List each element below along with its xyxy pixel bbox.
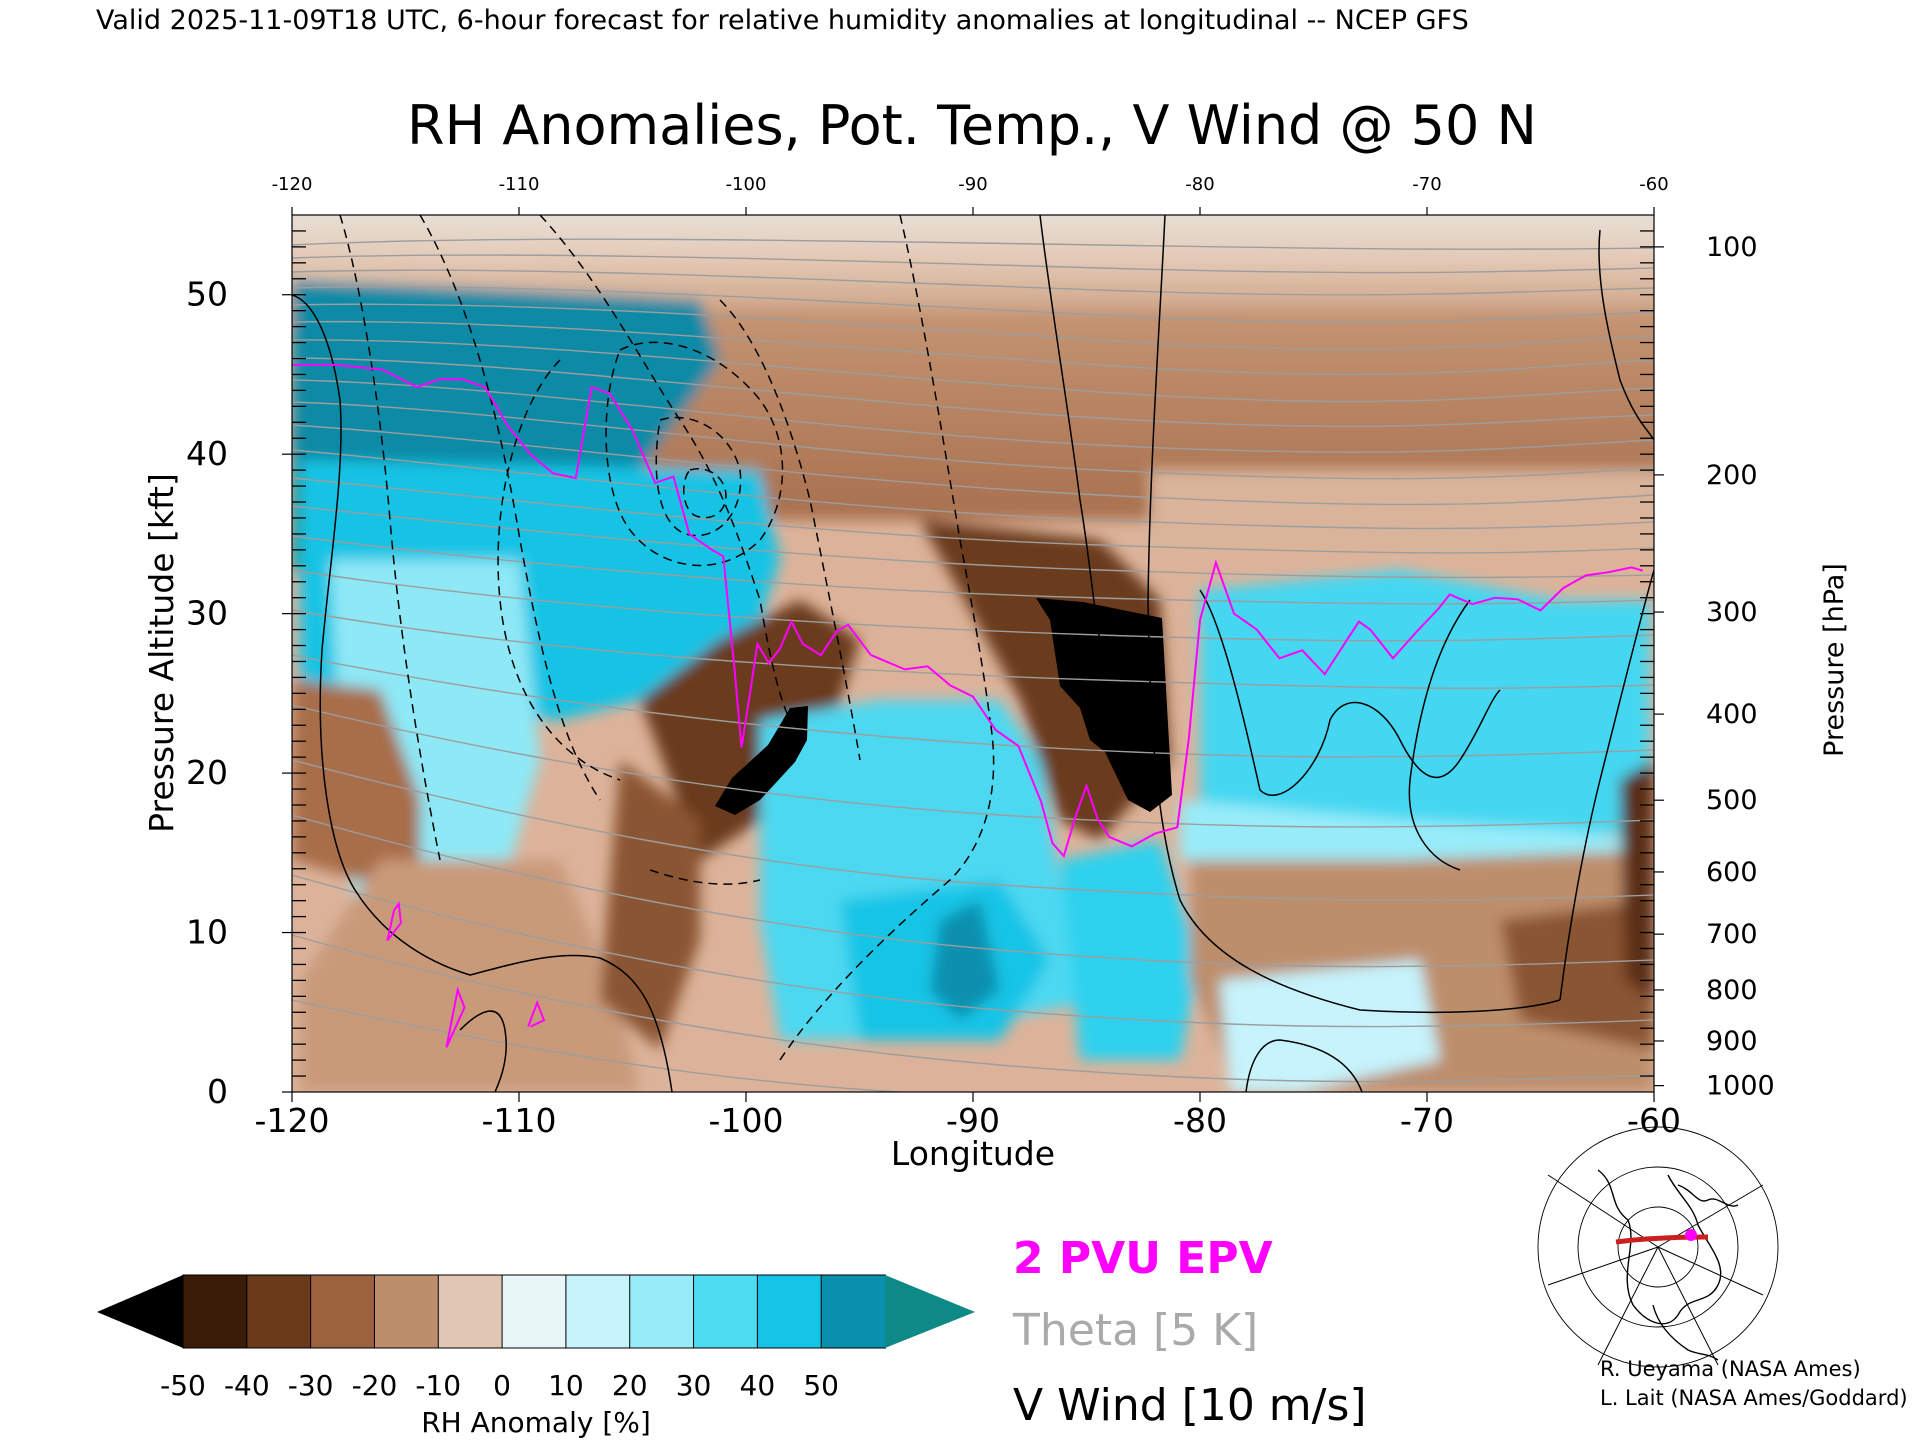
valid-time-header: Valid 2025-11-09T18 UTC, 6-hour forecast…: [96, 5, 1469, 36]
colorbar-tick-label: 0: [493, 1369, 511, 1402]
inset-locator-map: [1537, 1126, 1779, 1368]
x-top-tick-label: -100: [726, 174, 767, 195]
pressure-tick-label: 500: [1706, 785, 1758, 816]
x-top-tick-label: -60: [1639, 174, 1668, 195]
colorbar-block: [820, 1274, 887, 1349]
epv-2pvu-layer: [292, 363, 1643, 1048]
epv-2pvu-line: [292, 363, 1643, 859]
colorbar-block: [501, 1274, 567, 1349]
cross-section-line: [1615, 1234, 1709, 1245]
pressure-tick-label: 600: [1706, 857, 1758, 888]
x-tick-label: -100: [709, 1101, 784, 1140]
colorbar-block: [437, 1274, 504, 1349]
epv-small-contour-2: [527, 999, 546, 1028]
pressure-tick-label: 700: [1706, 919, 1758, 950]
x-axis-label: Longitude: [891, 1134, 1055, 1173]
colorbar-tick-label: -40: [224, 1369, 270, 1402]
colorbar-tick-label: 30: [676, 1369, 712, 1402]
pressure-tick-label: 800: [1706, 975, 1758, 1006]
y-tick-label: 10: [186, 913, 228, 952]
y-tick-label: 40: [186, 434, 228, 473]
colorbar-tick-label: 10: [548, 1369, 584, 1402]
x-axis-top: -120 -110 -100 -90 -80 -70 -60: [272, 174, 1669, 215]
x-top-tick-label: -70: [1412, 174, 1441, 195]
pressure-tick-label: 100: [1706, 232, 1758, 263]
colorbar-tick-label: -10: [415, 1369, 461, 1402]
v-wind-contours: [292, 215, 1654, 1092]
x-tick-label: -80: [1173, 1101, 1227, 1140]
legend-theta: Theta [5 K]: [1012, 1305, 1258, 1356]
credit-line-2: L. Lait (NASA Ames/Goddard): [1600, 1386, 1908, 1410]
colorbar-tick-label: -20: [352, 1369, 398, 1402]
x-axis-bottom: -120 -110 -100 -90 -80 -70 -60: [255, 1092, 1681, 1140]
colorbar-tick-label: 40: [740, 1369, 776, 1402]
y-tick-label: 30: [186, 594, 228, 633]
x-tick-label: -70: [1400, 1101, 1454, 1140]
colorbar-tick-label: 20: [612, 1369, 648, 1402]
colorbar-block: [756, 1274, 823, 1349]
colorbar-tick-label: 50: [803, 1369, 839, 1402]
legend: 2 PVU EPV Theta [5 K] V Wind [10 m/s]: [1012, 1233, 1367, 1431]
colorbar-block: [246, 1274, 312, 1349]
x-tick-label: -120: [255, 1101, 330, 1140]
rh-anomaly-field: [292, 215, 1654, 1092]
pressure-tick-label: 200: [1706, 460, 1758, 491]
chart-title: RH Anomalies, Pot. Temp., V Wind @ 50 N: [407, 94, 1537, 157]
legend-vwind: V Wind [10 m/s]: [1013, 1380, 1367, 1431]
colorbar-label: RH Anomaly [%]: [421, 1406, 651, 1439]
axis-inner-ticks: [292, 230, 1654, 1077]
y-tick-label: 50: [186, 275, 228, 314]
x-top-tick-label: -80: [1185, 174, 1214, 195]
epv-small-contour-1: [445, 986, 466, 1048]
colorbar-high-extension: [885, 1275, 975, 1348]
colorbar-block: [373, 1274, 440, 1349]
x-tick-label: -90: [946, 1101, 1000, 1140]
pressure-tick-label: 900: [1706, 1026, 1758, 1057]
y-axis-label: Pressure Altitude [kft]: [142, 473, 181, 833]
x-top-tick-label: -120: [272, 174, 313, 195]
colorbar-block: [629, 1274, 695, 1349]
legend-epv: 2 PVU EPV: [1013, 1233, 1273, 1284]
y-axis-right: 100 200 300 400 500 600 700 800 900 1000: [1654, 232, 1775, 1102]
credit-line-1: R. Ueyama (NASA Ames): [1600, 1357, 1861, 1381]
x-top-tick-label: -110: [499, 174, 540, 195]
x-tick-label: -60: [1627, 1101, 1681, 1140]
epv-small-contour-0: [386, 901, 403, 942]
pressure-tick-label: 1000: [1706, 1071, 1775, 1102]
y-tick-label: 0: [207, 1072, 228, 1111]
colorbar-block: [693, 1274, 759, 1349]
colorbar: -50 -40 -30 -20 -10 0 10 20 30 40 50: [97, 1274, 975, 1402]
x-top-tick-label: -90: [958, 174, 987, 195]
pressure-tick-label: 400: [1706, 699, 1758, 730]
colorbar-block: [182, 1274, 248, 1349]
colorbar-tick-label: -30: [288, 1369, 334, 1402]
rh-extreme-negative: [715, 598, 1172, 815]
colorbar-low-extension: [97, 1275, 183, 1348]
y-axis-left: 0 10 20 30 40 50: [186, 275, 292, 1111]
colorbar-block: [565, 1274, 631, 1349]
colorbar-tick-label: -50: [160, 1369, 206, 1402]
colorbar-block: [310, 1274, 376, 1349]
x-tick-label: -110: [482, 1101, 557, 1140]
theta-contours: [292, 238, 1654, 1092]
y-tick-label: 20: [186, 753, 228, 792]
pressure-tick-label: 300: [1706, 597, 1758, 628]
y2-axis-label: Pressure [hPa]: [1819, 563, 1850, 757]
cross-section-marker: [1685, 1229, 1697, 1241]
